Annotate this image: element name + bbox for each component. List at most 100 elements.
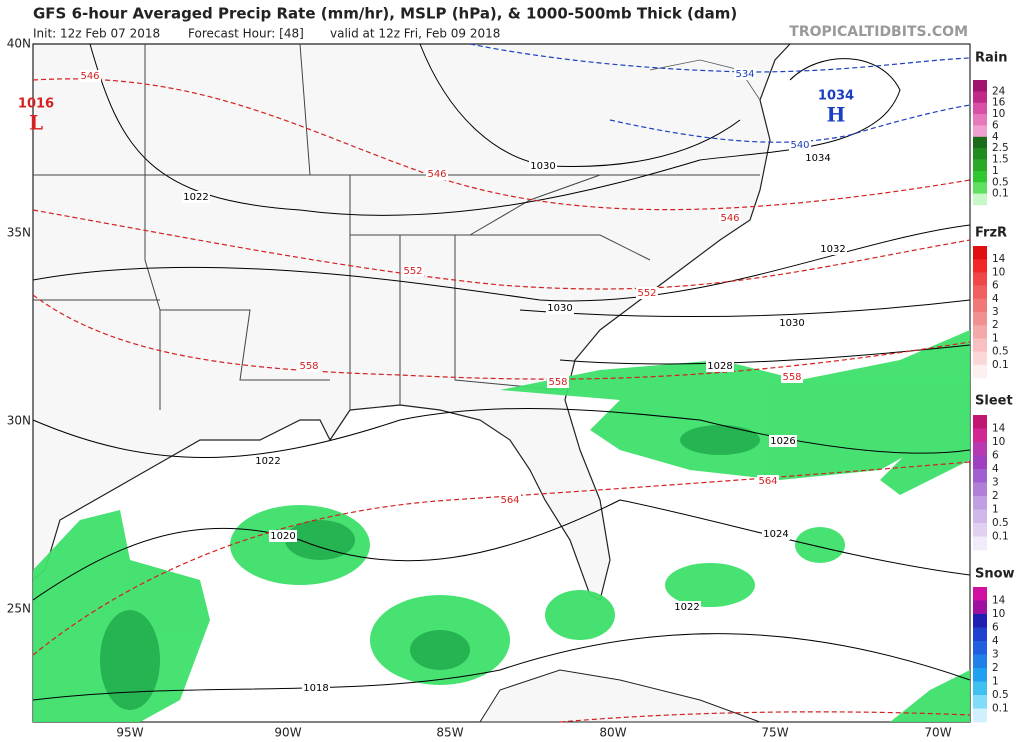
thickness-label: 558: [299, 361, 318, 372]
legend-swatch: [973, 170, 987, 183]
lon-label: 90W: [274, 726, 301, 740]
legend-swatch: [973, 627, 987, 642]
legend-label: 0.1: [992, 703, 1009, 715]
legend-swatch: [973, 600, 987, 615]
legend-label: 10: [992, 108, 1005, 120]
label-bg: [706, 360, 734, 372]
legend-swatch: [973, 159, 987, 172]
init: Init: 12z Feb 07 2018: [33, 27, 160, 41]
isobar-label: 1020: [270, 531, 295, 542]
legend-swatch: [973, 136, 987, 149]
legend-label: 0.1: [992, 188, 1009, 200]
thickness-label: 546: [427, 169, 446, 180]
legend-swatch: [973, 469, 987, 483]
legend-label: 2: [992, 490, 999, 502]
legend-label: 24: [992, 85, 1006, 97]
isobar-label: 1032: [820, 244, 845, 255]
legend-swatch: [973, 91, 987, 104]
isobar-label: 1030: [779, 318, 804, 329]
thickness-label: 564: [758, 476, 777, 487]
legend-label: 4: [992, 635, 999, 647]
legend-swatch: [973, 695, 987, 709]
legend-label: 0.5: [992, 689, 1009, 701]
legend-swatch: [973, 681, 987, 696]
legend-label: 2: [992, 319, 999, 331]
legend-swatch: [973, 587, 987, 601]
lon-label: 75W: [761, 726, 788, 740]
thickness-label: 534: [735, 69, 754, 80]
thickness-label: 552: [637, 288, 656, 299]
legend-label: 1.5: [992, 154, 1009, 166]
legend-label: 4: [992, 131, 999, 143]
legend-title: Rain: [975, 51, 1008, 66]
label-bg: [762, 528, 790, 540]
lon-label: 80W: [599, 726, 626, 740]
label-bg: [529, 160, 557, 172]
legend-swatch: [973, 415, 987, 429]
legend-swatch: [973, 641, 987, 655]
legend-swatch: [973, 182, 987, 194]
legend-label: 0.5: [992, 517, 1009, 529]
label-bg: [298, 360, 320, 372]
legend-swatch: [973, 455, 987, 470]
isobar-label: 1030: [530, 161, 555, 172]
legend-label: 0.5: [992, 176, 1009, 188]
valid-time: valid at 12z Fri, Feb 09 2018: [330, 27, 500, 41]
legend-swatch: [973, 523, 987, 537]
legend-label: 6: [992, 450, 999, 462]
thickness-label: 540: [790, 140, 809, 151]
legend-swatch: [973, 193, 987, 206]
legend-swatch: [973, 509, 987, 524]
legend-label: 14: [992, 253, 1006, 265]
legend-label: 6: [992, 622, 999, 634]
legend-label: 1: [992, 504, 999, 516]
label-bg: [734, 68, 756, 80]
isobar-label: 1030: [547, 303, 572, 314]
legend-title: Snow: [975, 567, 1015, 582]
label-bg: [719, 212, 741, 224]
legend-label: 10: [992, 608, 1005, 620]
legend-label: 0.1: [992, 359, 1009, 371]
label-bg: [673, 601, 701, 613]
legend-swatch: [973, 614, 987, 628]
legend-label: 1: [992, 165, 999, 177]
label-bg: [302, 682, 330, 694]
legend-swatch: [973, 125, 987, 138]
isobar-label: 1026: [770, 436, 795, 447]
legend-label: 3: [992, 649, 999, 661]
legend-label: 4: [992, 293, 999, 305]
lat-label: 40N: [7, 37, 31, 51]
label-bg: [769, 435, 797, 447]
label-bg: [781, 371, 803, 383]
isobar-label: 1024: [763, 529, 788, 540]
legend-swatch: [973, 325, 987, 339]
thickness-label: 552: [403, 266, 422, 277]
legend-label: 3: [992, 306, 999, 318]
lon-label: 70W: [924, 726, 951, 740]
label-bg: [182, 191, 210, 203]
legend-swatch: [973, 246, 987, 260]
label-bg: [402, 265, 424, 277]
legend-swatch: [973, 312, 987, 326]
label-bg: [819, 243, 847, 255]
thickness-label: 546: [80, 71, 99, 82]
label-bg: [789, 139, 811, 151]
legend-label: 6: [992, 280, 999, 292]
lat-label: 30N: [7, 414, 31, 428]
legend-label: 14: [992, 595, 1006, 607]
legend-label: 1: [992, 332, 999, 344]
isobar-label: 1018: [303, 683, 328, 694]
label-bg: [804, 152, 832, 164]
legend-swatch: [973, 80, 987, 92]
label-bg: [778, 317, 806, 329]
label-bg: [547, 376, 569, 388]
lon-label: 95W: [116, 726, 143, 740]
legend-swatch: [973, 708, 987, 723]
legend-label: 4: [992, 463, 999, 475]
legend-label: 14: [992, 423, 1006, 435]
legend-label: 3: [992, 477, 999, 489]
legend-swatch: [973, 364, 987, 379]
map-frame: [32, 43, 971, 723]
legend-swatch: [973, 351, 987, 366]
